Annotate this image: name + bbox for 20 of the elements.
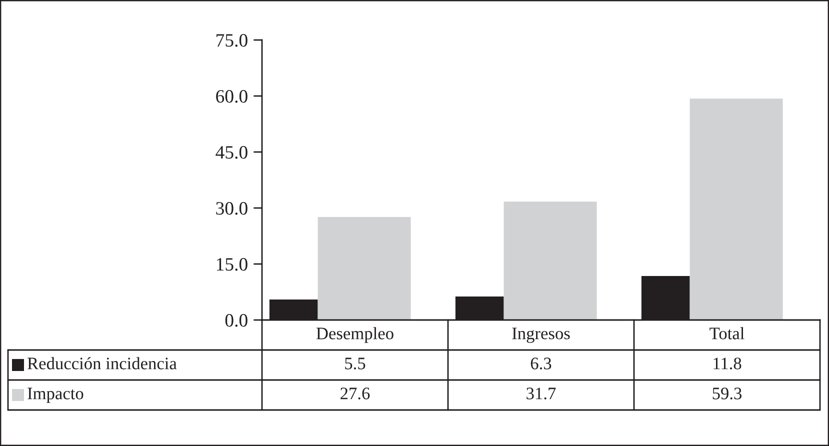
y-tick-label: 0.0 [225, 314, 248, 327]
data-label: 11.8 [714, 358, 742, 370]
data-label: 31.7 [526, 388, 556, 400]
data-label: 59.3 [712, 388, 742, 400]
y-tick-label: 30.0 [216, 202, 248, 215]
data-label: 27.6 [340, 388, 370, 400]
y-tick-label: 60.0 [216, 90, 248, 103]
x-tick-label: Total [710, 327, 744, 340]
data-label: 5.5 [345, 358, 366, 370]
bar [690, 98, 783, 320]
x-tick-label: Desempleo [316, 327, 394, 343]
data-label: 6.3 [530, 358, 552, 370]
legend-label: Reducción incidencia [28, 357, 177, 370]
bar [504, 202, 597, 320]
y-tick-label: 75.0 [216, 34, 248, 47]
y-tick-label: 45.0 [216, 146, 248, 159]
bar [318, 216, 411, 320]
legend-label: Impacto [28, 388, 84, 403]
y-tick-label: 15.0 [216, 258, 248, 271]
x-tick-label: Ingresos [512, 328, 570, 343]
